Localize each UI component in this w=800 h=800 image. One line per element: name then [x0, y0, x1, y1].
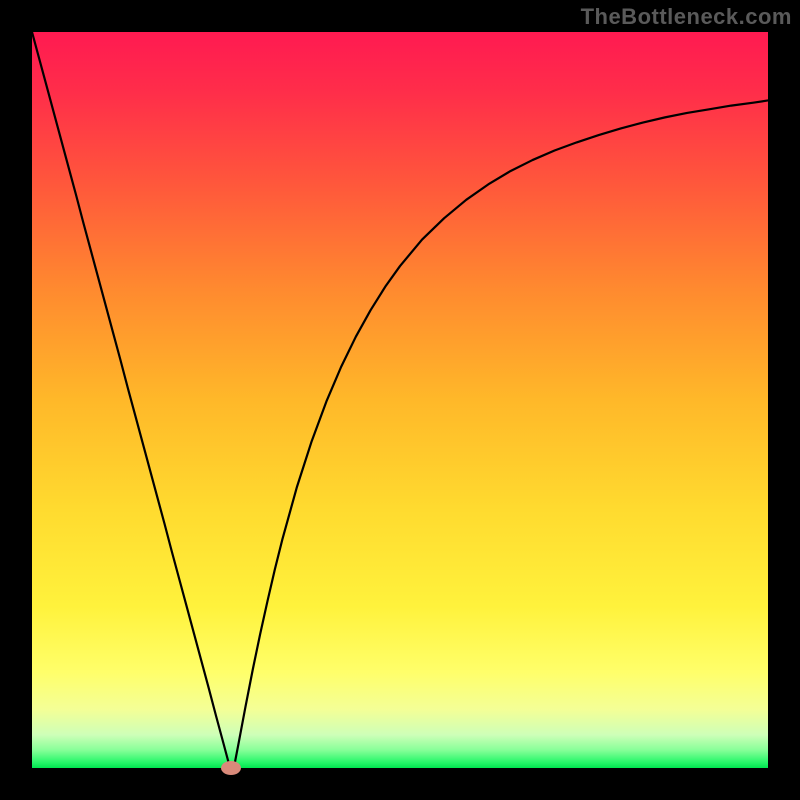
figure-container: TheBottleneck.com	[0, 0, 800, 800]
bottleneck-curve-segment	[234, 100, 768, 765]
minimum-marker	[221, 761, 241, 775]
curve-layer	[32, 32, 768, 768]
watermark-text: TheBottleneck.com	[581, 4, 792, 30]
plot-area	[32, 32, 768, 768]
bottleneck-curve-segment	[32, 32, 229, 765]
